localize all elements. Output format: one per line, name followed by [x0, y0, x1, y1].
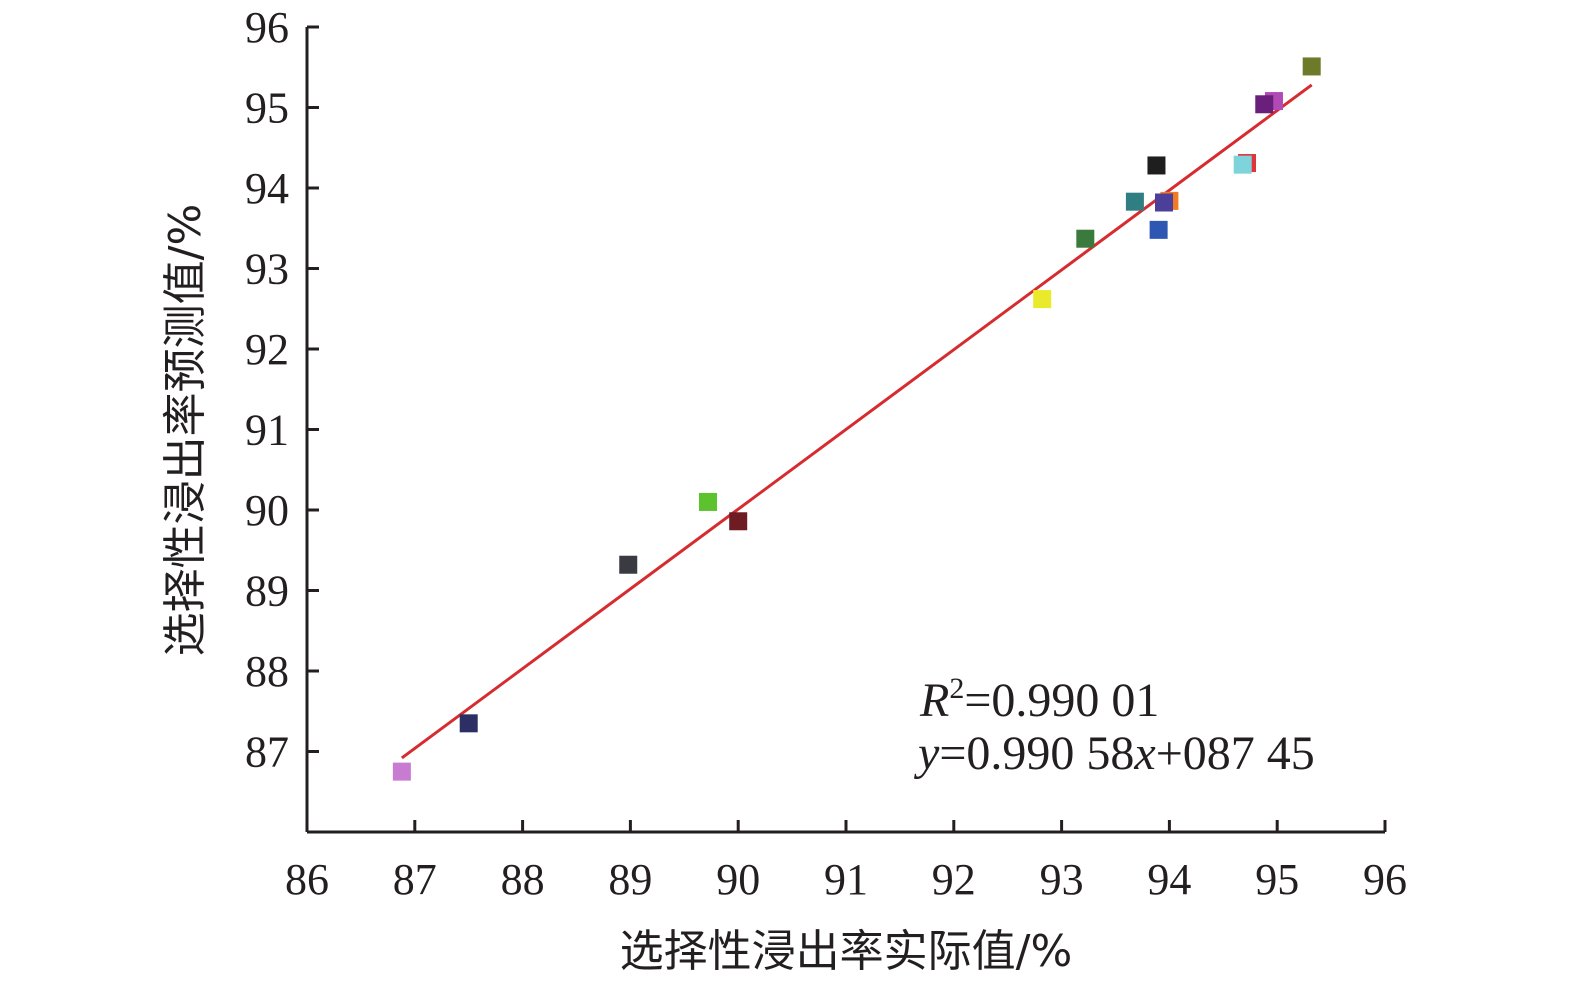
- r2-symbol: R: [919, 674, 949, 727]
- data-point: [392, 762, 411, 781]
- data-point: [1233, 155, 1252, 174]
- regression-line: [400, 83, 1313, 760]
- x-tick-label: 93: [1040, 855, 1084, 904]
- x-axis-label: 选择性浸出率实际值/%: [620, 926, 1073, 977]
- x-tick-label: 92: [932, 855, 976, 904]
- fit-line-layer: [400, 83, 1313, 760]
- x-tick-label: 89: [608, 855, 652, 904]
- x-tick-label: 90: [716, 855, 760, 904]
- x-tick-label: 95: [1255, 855, 1299, 904]
- y-ticks: 87 88 89 90 91 92 93 94 95 96: [245, 3, 319, 777]
- data-point: [1125, 192, 1144, 211]
- y-tick-label: 87: [245, 728, 289, 777]
- x-tick-label: 96: [1363, 855, 1407, 904]
- x-tick-label: 88: [501, 855, 545, 904]
- r2-superscript: 2: [949, 672, 964, 705]
- regression-equation: y=0.990 58x+087 45: [913, 727, 1315, 780]
- y-axis-label: 选择性浸出率预测值/%: [160, 204, 211, 657]
- data-point: [1155, 193, 1174, 212]
- equation-slope: =0.990 58: [939, 727, 1134, 780]
- data-point: [1149, 220, 1168, 239]
- data-point: [1147, 156, 1166, 175]
- equation-intercept: +087 45: [1156, 727, 1315, 780]
- y-tick-label: 89: [245, 567, 289, 616]
- y-tick-label: 92: [245, 325, 289, 374]
- equation-x: x: [1133, 727, 1155, 780]
- data-point: [1076, 229, 1095, 248]
- data-point: [1302, 57, 1321, 76]
- equation-y: y: [913, 727, 940, 780]
- y-tick-label: 91: [245, 406, 289, 455]
- y-tick-label: 96: [245, 3, 289, 52]
- axes: 86 87 88 89 90 91 92 93 94 95 96 87 88 89 90 91 92 93 94 9…: [245, 3, 1407, 904]
- y-tick-label: 93: [245, 245, 289, 294]
- x-ticks: 86 87 88 89 90 91 92 93 94 95 96: [285, 820, 1407, 904]
- data-point: [1033, 290, 1052, 309]
- y-tick-label: 90: [245, 486, 289, 535]
- r2-value: =0.990 01: [964, 674, 1159, 727]
- data-point: [1255, 95, 1274, 114]
- x-tick-label: 91: [824, 855, 868, 904]
- r-squared-annotation: R2=0.990 01: [919, 672, 1159, 727]
- y-tick-label: 88: [245, 647, 289, 696]
- data-point: [459, 714, 478, 733]
- y-tick-label: 95: [245, 84, 289, 133]
- data-point: [619, 555, 638, 574]
- y-tick-label: 94: [245, 164, 289, 213]
- x-tick-label: 94: [1147, 855, 1191, 904]
- x-tick-label: 87: [393, 855, 437, 904]
- data-points: [392, 57, 1321, 781]
- x-tick-label: 86: [285, 855, 329, 904]
- data-point: [699, 492, 718, 511]
- data-point: [729, 512, 748, 531]
